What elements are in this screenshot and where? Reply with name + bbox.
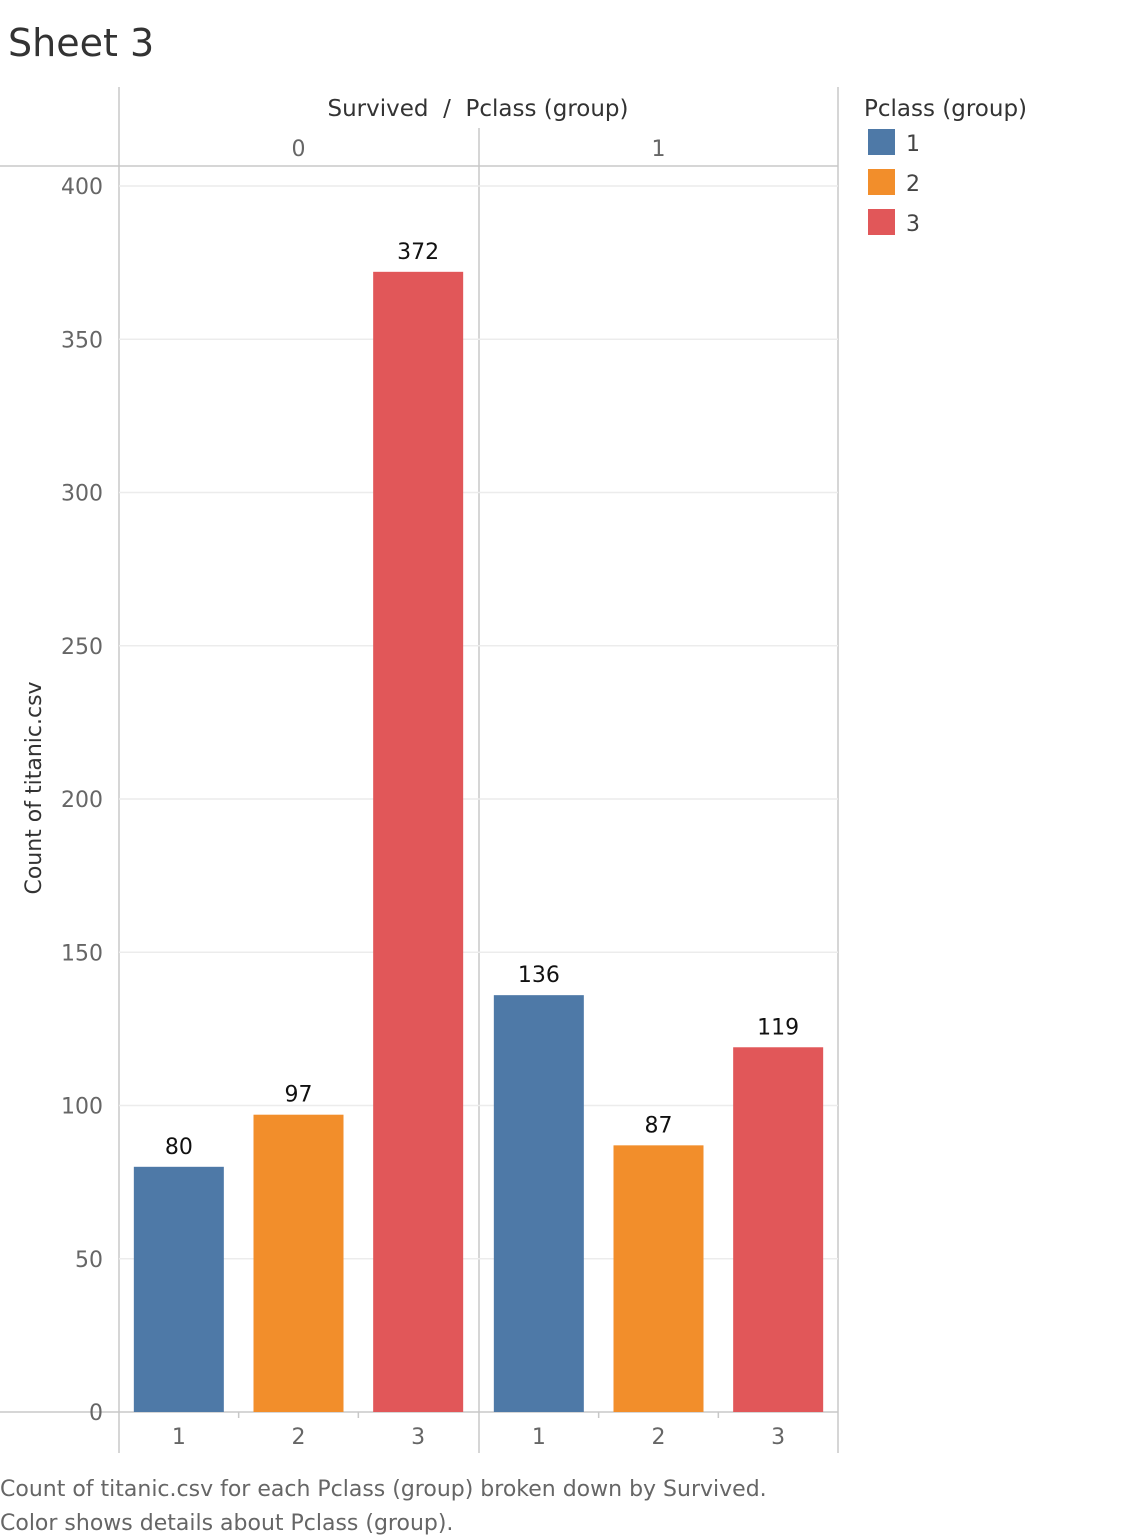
data-label: 87 (645, 1113, 673, 1138)
y-tick-label: 0 (89, 1401, 103, 1426)
y-axis-ticks: 0 50 100 150 200 250 300 350 400 (61, 175, 103, 1426)
y-tick-label: 150 (61, 941, 103, 966)
y-tick-label: 50 (75, 1248, 103, 1273)
legend: Pclass (group) 1 2 3 (864, 96, 1027, 237)
data-label: 97 (285, 1083, 313, 1108)
x-axis-ticks: 1 2 3 1 2 3 (172, 1412, 785, 1450)
y-tick-label: 250 (61, 635, 103, 660)
legend-swatch (868, 169, 895, 195)
legend-swatch (868, 129, 895, 155)
x-tick-label: 1 (172, 1425, 186, 1450)
legend-item-label: 2 (906, 172, 920, 197)
bar (133, 1166, 224, 1412)
y-tick-label: 300 (61, 482, 103, 507)
data-label: 136 (518, 963, 560, 988)
column-header: Survived / Pclass (group) (327, 96, 628, 122)
bar (253, 1114, 344, 1412)
data-labels: 80 97 372 136 87 119 (165, 240, 799, 1160)
legend-swatch (868, 209, 895, 235)
x-tick-label: 3 (411, 1425, 425, 1450)
y-tick-label: 100 (61, 1095, 103, 1120)
bar (373, 271, 464, 1412)
y-tick-label: 200 (61, 788, 103, 813)
y-tick-label: 350 (61, 328, 103, 353)
caption-line-1: Count of titanic.csv for each Pclass (gr… (0, 1477, 767, 1502)
legend-title: Pclass (group) (864, 96, 1027, 122)
data-label: 119 (757, 1015, 799, 1040)
bar (493, 995, 584, 1412)
caption-line-2: Color shows details about Pclass (group)… (0, 1511, 453, 1536)
x-tick-label: 1 (532, 1425, 546, 1450)
panel-header-label: 1 (652, 137, 666, 162)
x-tick-label: 3 (771, 1425, 785, 1450)
legend-item-label: 3 (906, 212, 920, 237)
bars (133, 271, 824, 1412)
data-label: 80 (165, 1135, 193, 1160)
legend-item-label: 1 (906, 132, 920, 157)
bar (733, 1047, 824, 1412)
y-axis-label: Count of titanic.csv (22, 681, 47, 894)
x-tick-label: 2 (292, 1425, 306, 1450)
gridlines (119, 185, 838, 1260)
data-label: 372 (397, 240, 439, 265)
panel-header-label: 0 (292, 137, 306, 162)
x-tick-label: 2 (652, 1425, 666, 1450)
sheet-title: Sheet 3 (8, 21, 154, 65)
bar (613, 1145, 704, 1412)
y-tick-label: 400 (61, 175, 103, 200)
